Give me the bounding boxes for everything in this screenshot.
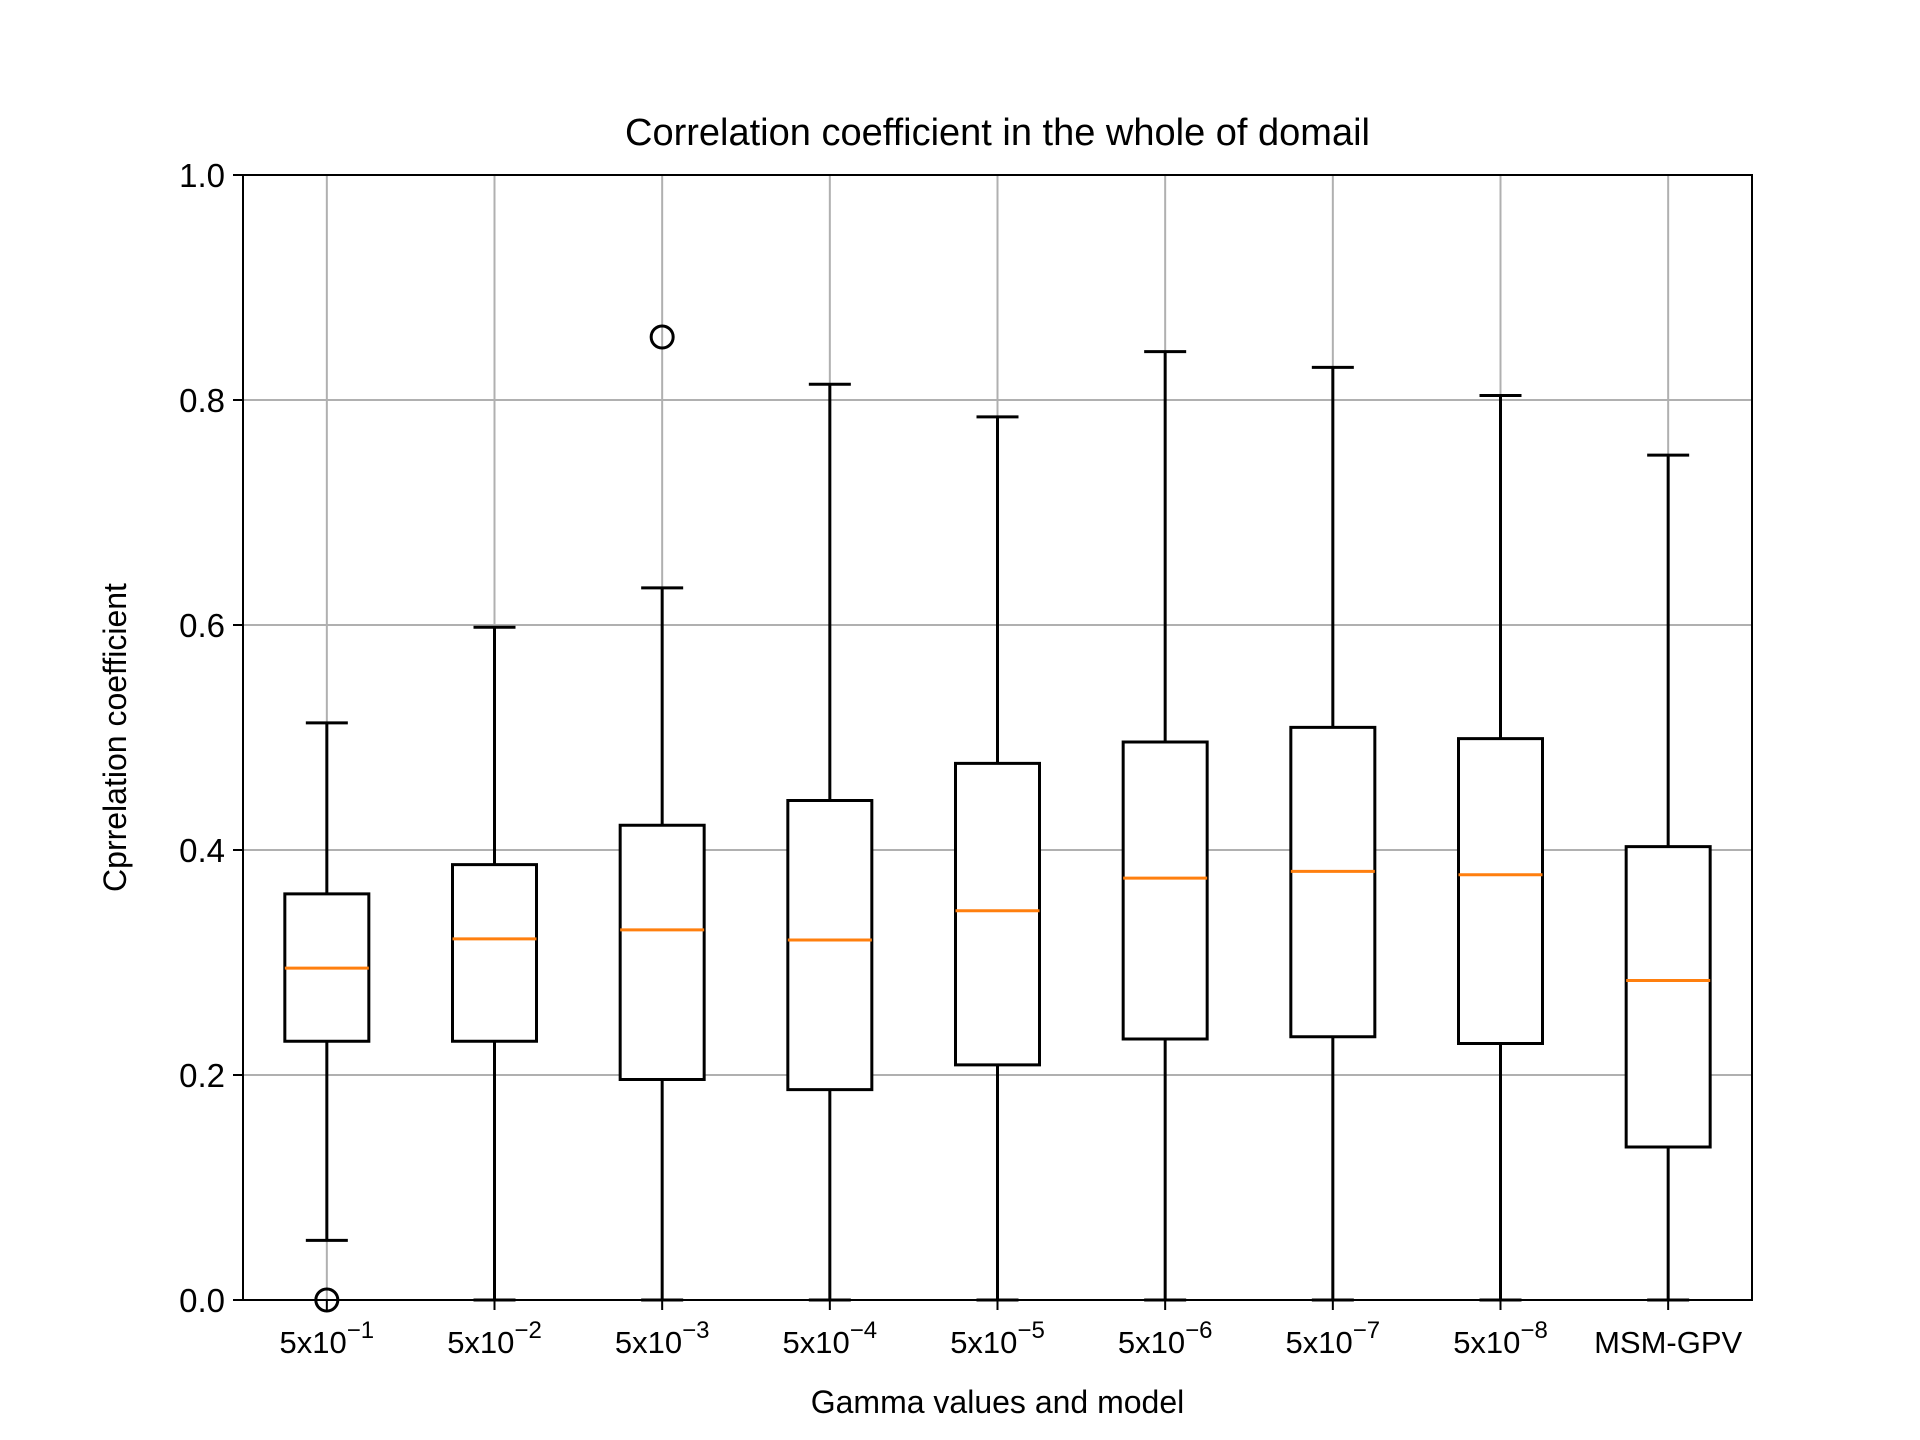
box-group bbox=[451, 625, 538, 1302]
y-tick-label: 0.8 bbox=[179, 382, 225, 419]
x-tick-label-exponent: −1 bbox=[347, 1317, 374, 1344]
x-tick-label-exponent: −3 bbox=[682, 1317, 709, 1344]
iqr-box bbox=[1121, 740, 1209, 1041]
x-tick-label-exponent: −5 bbox=[1017, 1317, 1044, 1344]
x-tick-label: 5x10−7 bbox=[1286, 1317, 1381, 1360]
iqr-box bbox=[1289, 725, 1377, 1039]
x-tick-label: 5x10−3 bbox=[615, 1317, 710, 1360]
box-group bbox=[1289, 365, 1377, 1302]
x-tick-label-base: 5x10 bbox=[615, 1325, 682, 1360]
box-group bbox=[1624, 453, 1712, 1302]
y-tick-label: 0.4 bbox=[179, 832, 225, 869]
x-tick-label: 5x10−1 bbox=[280, 1317, 375, 1360]
x-tick-label-base: MSM-GPV bbox=[1594, 1325, 1742, 1360]
y-tick-label: 0.0 bbox=[179, 1282, 225, 1319]
x-tick-label-base: 5x10 bbox=[1286, 1325, 1353, 1360]
chart-title: Correlation coefficient in the whole of … bbox=[625, 112, 1370, 154]
y-axis-label: Cprrelation coefficient bbox=[97, 583, 133, 892]
x-tick-label: MSM-GPV bbox=[1594, 1325, 1742, 1360]
x-tick-label-base: 5x10 bbox=[1118, 1325, 1185, 1360]
iqr-box bbox=[1624, 845, 1712, 1149]
x-tick-label-base: 5x10 bbox=[1453, 1325, 1520, 1360]
x-tick-label-exponent: −2 bbox=[514, 1317, 541, 1344]
x-tick-label-base: 5x10 bbox=[950, 1325, 1017, 1360]
box-group bbox=[1457, 394, 1544, 1302]
x-tick-label: 5x10−6 bbox=[1118, 1317, 1213, 1360]
iqr-box bbox=[1457, 737, 1544, 1045]
y-tick-label: 1.0 bbox=[179, 157, 225, 194]
x-axis-label: Gamma values and model bbox=[811, 1384, 1185, 1420]
box-series bbox=[283, 324, 1712, 1313]
box-group bbox=[954, 415, 1041, 1302]
iqr-box bbox=[451, 863, 538, 1043]
iqr-box bbox=[618, 823, 706, 1081]
x-tick-label-base: 5x10 bbox=[280, 1325, 347, 1360]
x-tick-label-exponent: −4 bbox=[850, 1317, 877, 1344]
x-tick-label-exponent: −8 bbox=[1520, 1317, 1547, 1344]
y-tick-label: 0.6 bbox=[179, 607, 225, 644]
outlier-point bbox=[649, 324, 675, 350]
x-tick-label-exponent: −6 bbox=[1185, 1317, 1212, 1344]
y-tick-label: 0.2 bbox=[179, 1057, 225, 1094]
box-group bbox=[1121, 350, 1209, 1302]
iqr-box bbox=[954, 761, 1041, 1067]
x-tick-label: 5x10−4 bbox=[783, 1317, 878, 1360]
iqr-box bbox=[786, 799, 874, 1092]
x-tick-label: 5x10−5 bbox=[950, 1317, 1045, 1360]
x-tick-label-exponent: −7 bbox=[1353, 1317, 1380, 1344]
box-group bbox=[618, 324, 706, 1302]
x-tick-label: 5x10−8 bbox=[1453, 1317, 1548, 1360]
x-tick-label-base: 5x10 bbox=[447, 1325, 514, 1360]
x-tick-label: 5x10−2 bbox=[447, 1317, 542, 1360]
x-tick-label-base: 5x10 bbox=[783, 1325, 850, 1360]
